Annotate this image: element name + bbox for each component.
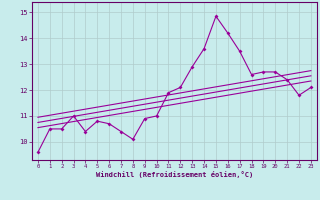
X-axis label: Windchill (Refroidissement éolien,°C): Windchill (Refroidissement éolien,°C) bbox=[96, 171, 253, 178]
